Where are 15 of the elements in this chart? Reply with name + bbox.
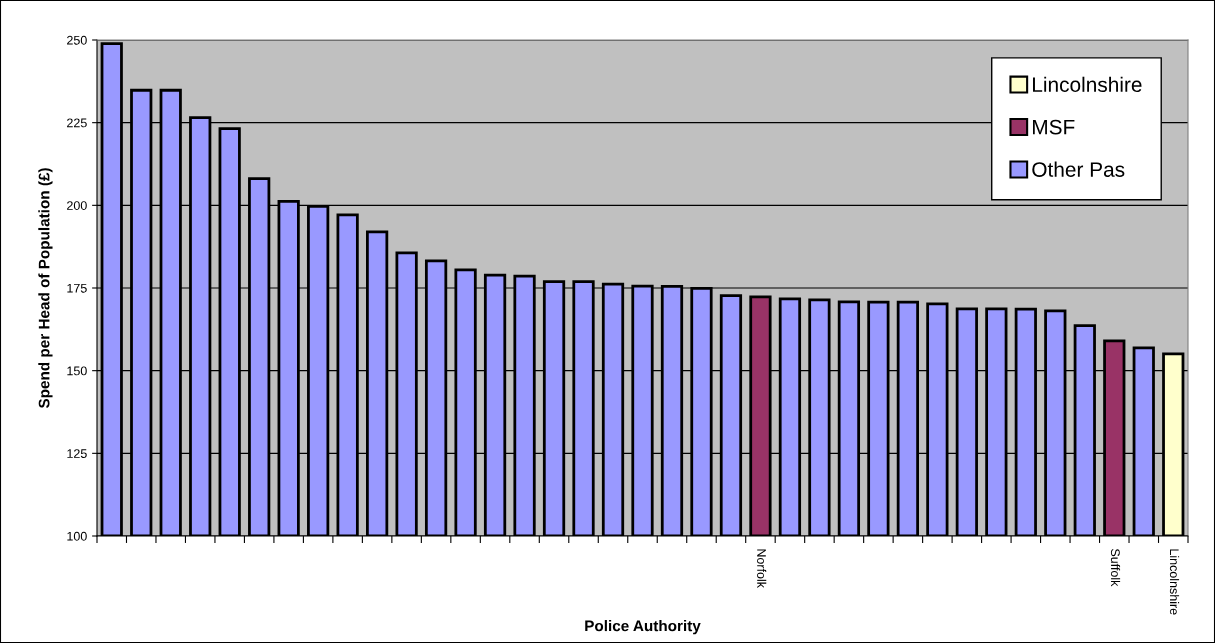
y-tick-label: 100 xyxy=(67,531,87,541)
y-axis-title: Spend per Head of Population (£) xyxy=(38,168,53,409)
legend-label: Lincolnshire xyxy=(1033,76,1142,93)
legend-label: MSF xyxy=(1033,119,1075,135)
legend-label: Other Pas xyxy=(1032,161,1125,177)
y-tick-label: 225 xyxy=(67,118,87,128)
x-tick-label: Lincolnshire xyxy=(1169,549,1180,615)
x-tick-label: Norfolk xyxy=(757,549,767,589)
x-tick-label: Suffolk xyxy=(1110,548,1121,587)
y-tick-label: 250 xyxy=(67,35,87,45)
y-tick-label: 125 xyxy=(67,449,87,458)
y-tick-label: 175 xyxy=(67,283,87,293)
x-axis-title: Police Authority xyxy=(585,620,701,635)
y-tick-label: 200 xyxy=(67,201,87,210)
y-tick-label: 150 xyxy=(67,366,87,376)
